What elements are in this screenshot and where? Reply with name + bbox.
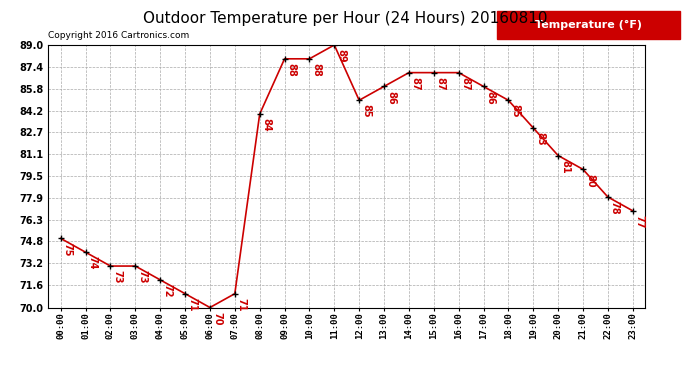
Text: 70: 70 xyxy=(212,312,222,325)
Text: 85: 85 xyxy=(511,104,520,118)
Text: Outdoor Temperature per Hour (24 Hours) 20160810: Outdoor Temperature per Hour (24 Hours) … xyxy=(143,11,547,26)
Text: 73: 73 xyxy=(112,270,122,284)
Text: 75: 75 xyxy=(63,243,72,256)
Text: 88: 88 xyxy=(286,63,297,77)
Text: 88: 88 xyxy=(311,63,322,77)
Text: 87: 87 xyxy=(435,77,446,90)
Text: 85: 85 xyxy=(361,104,371,118)
Text: Temperature (°F): Temperature (°F) xyxy=(535,20,642,30)
Text: 72: 72 xyxy=(162,284,172,297)
Text: 86: 86 xyxy=(386,91,396,104)
Text: Copyright 2016 Cartronics.com: Copyright 2016 Cartronics.com xyxy=(48,31,190,40)
Text: 81: 81 xyxy=(560,160,570,173)
Text: 80: 80 xyxy=(585,174,595,187)
Text: 71: 71 xyxy=(187,298,197,311)
Text: 83: 83 xyxy=(535,132,545,146)
Text: 77: 77 xyxy=(635,215,644,228)
Text: 86: 86 xyxy=(486,91,495,104)
Text: 78: 78 xyxy=(610,201,620,215)
FancyBboxPatch shape xyxy=(497,11,680,39)
Text: 87: 87 xyxy=(461,77,471,90)
Text: 73: 73 xyxy=(137,270,147,284)
Text: 84: 84 xyxy=(262,118,272,132)
Text: 87: 87 xyxy=(411,77,421,90)
Text: 89: 89 xyxy=(336,49,346,63)
Text: 71: 71 xyxy=(237,298,247,311)
Text: 74: 74 xyxy=(88,256,97,270)
